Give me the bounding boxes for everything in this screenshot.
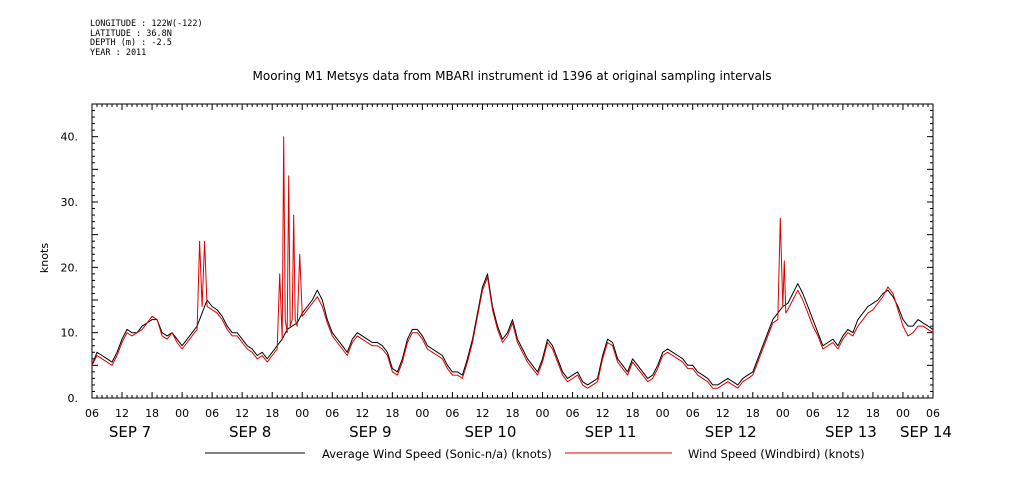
x-tick-label: 06	[806, 407, 820, 420]
x-tick-label: 18	[746, 407, 760, 420]
metadata-latitude: LATITUDE : 36.8N	[90, 28, 172, 39]
x-tick-label: 12	[115, 407, 129, 420]
legend: Average Wind Speed (Sonic-n/a) (knots) Wi…	[205, 447, 865, 461]
y-tick-label: 40.	[61, 131, 79, 144]
x-tick-label: 06	[445, 407, 459, 420]
y-tick-label: 30.	[61, 196, 79, 209]
x-date-label: SEP 9	[349, 423, 391, 441]
x-date-label: SEP 11	[585, 423, 637, 441]
x-tick-label: 18	[265, 407, 279, 420]
x-tick-label: 12	[836, 407, 850, 420]
x-tick-label: 00	[415, 407, 429, 420]
x-tick-label: 12	[716, 407, 730, 420]
x-date-label: SEP 14	[900, 423, 952, 441]
x-date-label: SEP 13	[825, 423, 877, 441]
x-date-label: SEP 8	[229, 423, 271, 441]
x-tick-label: 06	[325, 407, 339, 420]
chart-title: Mooring M1 Metsys data from MBARI instru…	[253, 69, 772, 83]
y-tick-label: 20.	[61, 261, 79, 274]
x-tick-label: 18	[866, 407, 880, 420]
x-date-label: SEP 12	[705, 423, 757, 441]
x-tick-label: 06	[566, 407, 580, 420]
x-tick-label: 18	[145, 407, 159, 420]
x-tick-label: 18	[385, 407, 399, 420]
x-tick-label: 00	[656, 407, 670, 420]
metadata-block: LONGITUDE : 122W(-122) LATITUDE : 36.8N …	[90, 19, 203, 58]
axis-ticks: 06 12 18 00 06 12 18 00 06 12 18 00 06 12 18 00 06 12 18 00…	[61, 103, 952, 441]
x-tick-label: 00	[776, 407, 790, 420]
y-axis-label: knots	[38, 243, 51, 273]
y-tick-label: 0.	[68, 392, 79, 405]
series-line-windbird	[91, 136, 934, 389]
series-line-sonic	[91, 273, 934, 386]
x-tick-label: 18	[506, 407, 520, 420]
x-tick-label: 06	[205, 407, 219, 420]
x-tick-label: 12	[475, 407, 489, 420]
x-tick-label: 12	[596, 407, 610, 420]
metadata-year: YEAR : 2011	[90, 47, 147, 58]
x-tick-label: 06	[85, 407, 99, 420]
plot-frame	[91, 103, 934, 399]
x-tick-label: 00	[175, 407, 189, 420]
x-tick-label: 00	[896, 407, 910, 420]
x-tick-label: 00	[295, 407, 309, 420]
y-tick-label: 10.	[61, 327, 79, 340]
x-date-label: SEP 7	[109, 423, 151, 441]
legend-label: Wind Speed (Windbird) (knots)	[688, 447, 865, 461]
x-tick-label: 12	[355, 407, 369, 420]
legend-label: Average Wind Speed (Sonic-n/a) (knots)	[322, 447, 552, 461]
x-tick-label: 06	[926, 407, 940, 420]
x-tick-label: 06	[686, 407, 700, 420]
x-tick-label: 00	[536, 407, 550, 420]
x-date-label: SEP 10	[465, 423, 517, 441]
x-tick-label: 12	[235, 407, 249, 420]
series-layer	[91, 136, 934, 389]
x-tick-label: 18	[626, 407, 640, 420]
metadata-longitude: LONGITUDE : 122W(-122)	[90, 19, 203, 29]
metadata-depth: DEPTH (m) : -2.5	[90, 38, 172, 48]
